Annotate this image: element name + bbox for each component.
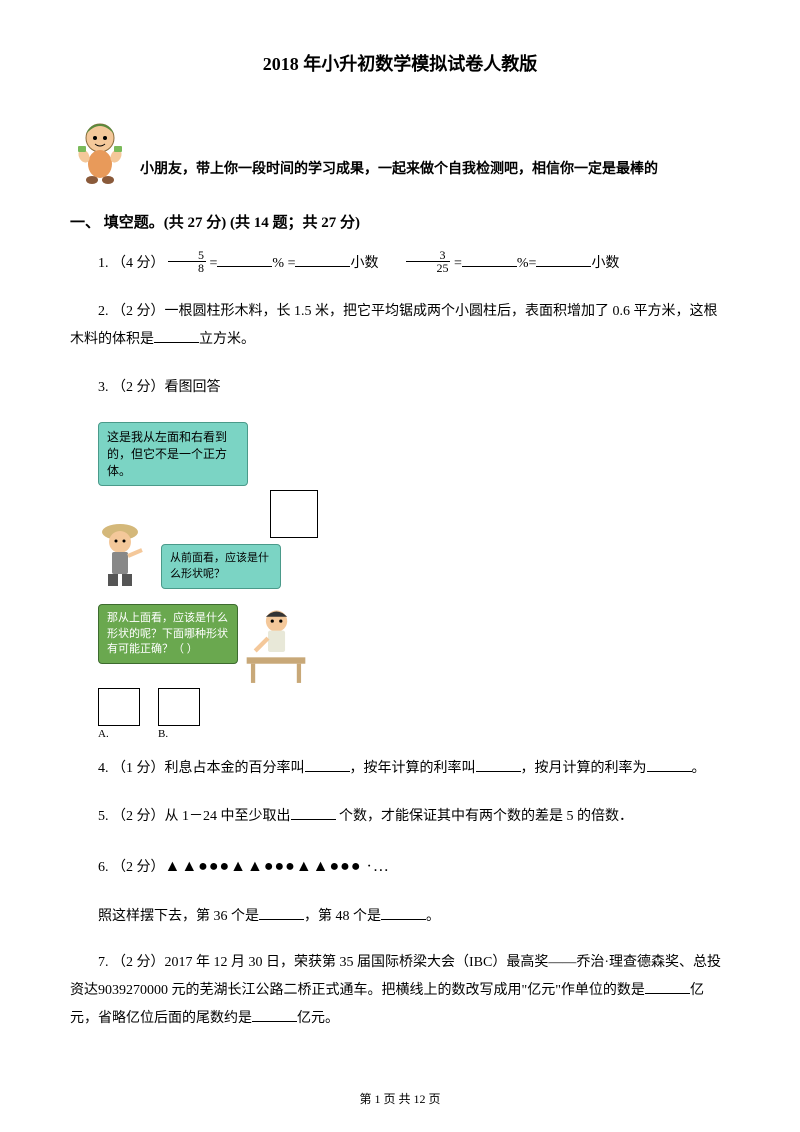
question-6: 6. （2 分）▲▲●●●▲▲●●●▲▲●●● ·… bbox=[70, 851, 730, 883]
blank[interactable] bbox=[645, 980, 690, 994]
option-a[interactable]: A. bbox=[98, 688, 140, 740]
blank[interactable] bbox=[647, 758, 692, 772]
q3-figure-2: 那从上面看，应该是什么形状的呢？下面哪种形状有可能正确？（ ） A. B. bbox=[98, 604, 730, 740]
question-7: 7. （2 分）2017 年 12 月 30 日，荣获第 35 届国际桥梁大会（… bbox=[70, 949, 730, 1033]
option-b[interactable]: B. bbox=[158, 688, 200, 740]
intro-text: 小朋友，带上你一段时间的学习成果，一起来做个自我检测吧，相信你一定是最棒的 bbox=[140, 158, 658, 186]
answer-box[interactable] bbox=[270, 490, 318, 538]
blank[interactable] bbox=[305, 758, 350, 772]
person-left-icon bbox=[98, 514, 153, 589]
blank[interactable] bbox=[154, 329, 199, 343]
person-right-icon bbox=[246, 604, 306, 684]
blank[interactable] bbox=[217, 253, 272, 267]
question-6-line2: 照这样摆下去，第 36 个是，第 48 个是。 bbox=[70, 903, 730, 931]
fraction-5-8: 58 bbox=[168, 249, 206, 274]
page-title: 2018 年小升初数学模拟试卷人教版 bbox=[70, 50, 730, 76]
speech-bubble-2: 从前面看，应该是什么形状呢？ bbox=[161, 544, 281, 589]
intro-row: 小朋友，带上你一段时间的学习成果，一起来做个自我检测吧，相信你一定是最棒的 bbox=[70, 116, 730, 186]
question-2: 2. （2 分）一根圆柱形木料，长 1.5 米，把它平均锯成两个小圆柱后，表面积… bbox=[70, 298, 730, 354]
blank[interactable] bbox=[462, 253, 517, 267]
section-1-header: 一、 填空题。(共 27 分) (共 14 题；共 27 分) bbox=[70, 211, 730, 232]
speech-bubble-3: 那从上面看，应该是什么形状的呢？下面哪种形状有可能正确？（ ） bbox=[98, 604, 238, 664]
q3-figure-1: 这是我从左面和右看到的，但它不是一个正方体。 从前面看，应该是什么形状呢？ bbox=[98, 422, 730, 589]
blank[interactable] bbox=[252, 1008, 297, 1022]
q1-prefix: 1. （4 分） bbox=[98, 256, 165, 271]
blank[interactable] bbox=[536, 253, 591, 267]
blank[interactable] bbox=[291, 806, 336, 820]
fraction-3-25: 325 bbox=[406, 249, 450, 274]
question-4: 4. （1 分）利息占本金的百分率叫，按年计算的利率叫，按月计算的利率为。 bbox=[70, 755, 730, 783]
question-1: 1. （4 分） 58 =% =小数 325 =%=小数 bbox=[70, 250, 730, 278]
blank[interactable] bbox=[476, 758, 521, 772]
blank[interactable] bbox=[259, 906, 304, 920]
shape-pattern: ▲▲●●●▲▲●●●▲▲●●● ·… bbox=[165, 858, 390, 875]
question-3: 3. （2 分）看图回答 bbox=[70, 374, 730, 402]
page-footer: 第 1 页 共 12 页 bbox=[0, 1090, 800, 1107]
mascot-icon bbox=[70, 116, 130, 186]
speech-bubble-1: 这是我从左面和右看到的，但它不是一个正方体。 bbox=[98, 422, 248, 486]
question-5: 5. （2 分）从 1－24 中至少取出 个数，才能保证其中有两个数的差是 5 … bbox=[70, 803, 730, 831]
blank[interactable] bbox=[381, 906, 426, 920]
blank[interactable] bbox=[295, 253, 350, 267]
